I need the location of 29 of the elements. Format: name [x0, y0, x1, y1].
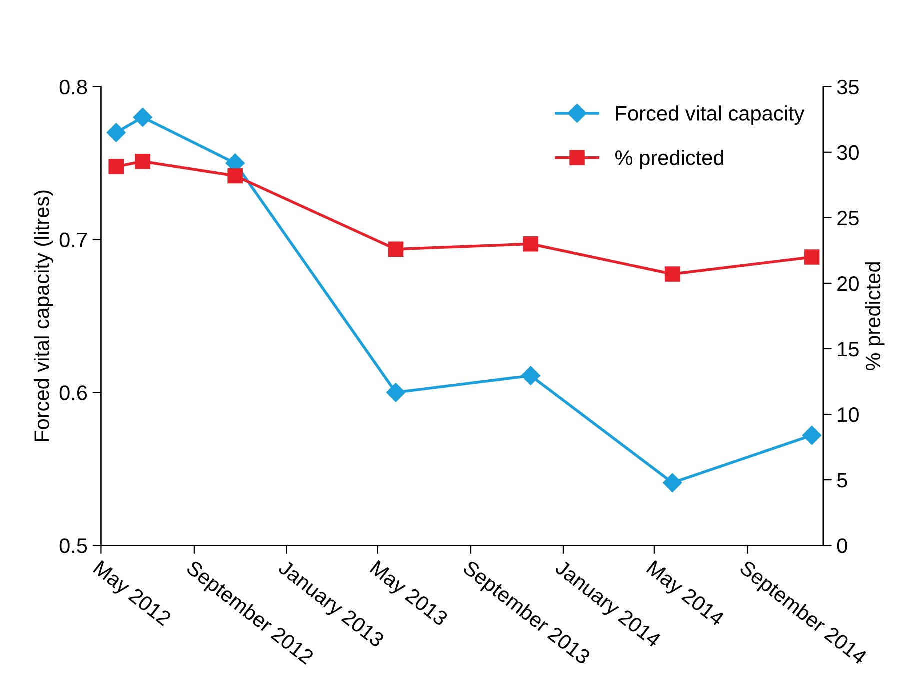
point: [388, 242, 404, 258]
point: [133, 108, 152, 127]
point: [523, 236, 539, 252]
y-tick-label: 0.8: [60, 80, 88, 95]
point: [663, 473, 682, 492]
y2-tick-label: 5: [837, 473, 848, 488]
y2-tick-label: 30: [837, 145, 859, 160]
point: [108, 159, 124, 174]
y2-tick-label: 20: [838, 276, 859, 292]
y2-axis-title: % predicted: [865, 262, 885, 370]
point: [521, 366, 540, 386]
point: [664, 266, 680, 282]
y-tick-label: 0.6: [60, 386, 88, 400]
legend-label: % predicted: [616, 150, 724, 170]
y-tick-label: 0.5: [60, 538, 88, 554]
y2-tick-label: 15: [838, 342, 859, 357]
legend-label: Forced vital capacity: [616, 106, 805, 126]
point: [386, 383, 406, 402]
point: [804, 250, 820, 265]
y-tick-label: 0.7: [60, 232, 87, 248]
point: [228, 168, 243, 184]
point: [135, 154, 151, 170]
point: [106, 123, 126, 142]
point: [802, 426, 822, 446]
y-axis-title: Forced vital capacity (litres): [34, 190, 54, 442]
y2-tick-label: 10: [838, 408, 859, 422]
y2-tick-label: 0: [837, 538, 848, 554]
y2-tick-label: 25: [838, 210, 859, 226]
y2-tick-label: 35: [837, 80, 859, 95]
